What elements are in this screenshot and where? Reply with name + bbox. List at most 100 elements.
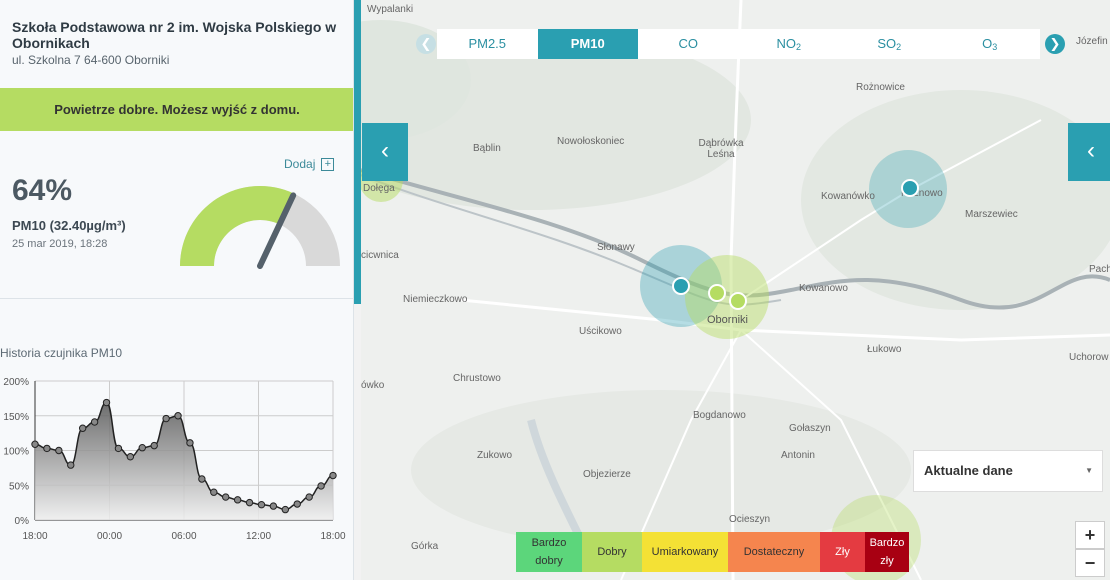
tab-label: SO bbox=[877, 36, 897, 51]
y-tick-label: 50% bbox=[9, 481, 29, 492]
divider bbox=[0, 298, 353, 299]
x-tick-label: 00:00 bbox=[97, 531, 122, 542]
add-label: Dodaj bbox=[284, 157, 316, 171]
pm10-value: PM10 (32.40µg/m³) bbox=[12, 218, 126, 233]
history-chart: 200% 150% 100% 50% 0% 18:00 00:00 06:00 12:00 18:… bbox=[3, 377, 346, 542]
history-point bbox=[78, 424, 87, 432]
history-point bbox=[233, 496, 242, 504]
add-button[interactable]: Dodaj + bbox=[284, 157, 335, 171]
history-point bbox=[305, 493, 313, 501]
tab-label: CO bbox=[678, 36, 699, 51]
history-point bbox=[245, 498, 254, 507]
map-label: Uścikowo bbox=[579, 326, 622, 337]
gauge-needle bbox=[257, 192, 297, 269]
history-point bbox=[293, 500, 301, 508]
map-label: Objezierze bbox=[583, 469, 631, 480]
map-label: Górka bbox=[411, 541, 439, 552]
map-label: Oborniki bbox=[707, 314, 748, 326]
air-quality-percent: 64% bbox=[12, 174, 73, 207]
map-label: Wypalanki bbox=[367, 4, 414, 15]
map-label: Łukowo bbox=[867, 344, 902, 355]
history-point bbox=[174, 412, 182, 420]
history-point bbox=[317, 482, 325, 490]
map[interactable]: Wypalanki Józefin Rożnowice Bąblin Nowołosko… bbox=[361, 0, 1110, 580]
y-tick-label: 150% bbox=[3, 412, 29, 423]
tab-pm10[interactable]: PM10 bbox=[537, 29, 638, 59]
x-tick-label: 18:00 bbox=[22, 531, 47, 542]
map-label: Rożnowo bbox=[901, 188, 943, 199]
x-tick-label: 18:00 bbox=[320, 531, 345, 542]
zoom-out-button[interactable]: − bbox=[1075, 549, 1105, 577]
sidebar-scrollbar[interactable] bbox=[354, 0, 361, 304]
map-label: Zukowo bbox=[477, 450, 513, 461]
map-label: Gołaszyn bbox=[789, 423, 831, 434]
reading-date: 25 mar 2019, 18:28 bbox=[12, 238, 108, 250]
chevron-right-icon: ❯ bbox=[1049, 36, 1061, 51]
air-quality-banner: Powietrze dobre. Możesz wyjść z domu. bbox=[0, 88, 353, 131]
zoom-in-button[interactable]: + bbox=[1075, 521, 1105, 549]
history-point bbox=[55, 446, 63, 455]
map-base bbox=[361, 0, 1110, 580]
map-label: Dąbrówka Leśna bbox=[698, 138, 744, 160]
map-label: Bąblin bbox=[473, 143, 501, 154]
pollutant-tabs: PM2.5 PM10 CO NO2 SO2 O3 bbox=[437, 29, 1040, 59]
map-label: Niemieczkowo bbox=[403, 294, 468, 305]
quality-legend: Bardzo dobry Dobry Umiarkowany Dostateczny Z… bbox=[516, 532, 909, 572]
map-label: Kowanówko bbox=[821, 191, 875, 202]
tab-o3[interactable]: O3 bbox=[940, 29, 1041, 59]
tab-subscript: 3 bbox=[992, 42, 998, 52]
chevron-left-icon: ‹ bbox=[1087, 137, 1095, 164]
tabs-next-button[interactable]: ❯ bbox=[1045, 34, 1065, 54]
x-tick-label: 12:00 bbox=[246, 531, 271, 542]
legend-item: Bardzo dobry bbox=[516, 532, 582, 572]
data-range-select[interactable]: Aktualne dane ▼ bbox=[913, 450, 1103, 492]
collapse-sidebar-button[interactable]: ‹ bbox=[362, 123, 408, 181]
map-label: Antonin bbox=[781, 450, 815, 461]
history-point bbox=[150, 441, 158, 450]
map-label: Józefin bbox=[1076, 36, 1108, 47]
history-point bbox=[114, 444, 123, 453]
legend-item: Dostateczny bbox=[728, 532, 820, 572]
map-label: Bogdanowo bbox=[693, 410, 746, 421]
history-point bbox=[269, 502, 278, 510]
history-point bbox=[31, 440, 39, 448]
quality-gauge bbox=[180, 185, 340, 269]
tab-so2[interactable]: SO2 bbox=[839, 29, 940, 59]
tab-label: PM10 bbox=[570, 36, 605, 51]
data-range-value: Aktualne dane bbox=[924, 463, 1013, 478]
tab-label: PM2.5 bbox=[468, 36, 507, 51]
history-point bbox=[138, 444, 146, 452]
tabs-prev-button[interactable]: ❮ bbox=[416, 34, 436, 54]
history-point bbox=[162, 414, 170, 423]
tab-pm25[interactable]: PM2.5 bbox=[437, 29, 538, 59]
tab-subscript: 2 bbox=[896, 42, 902, 52]
tab-no2[interactable]: NO2 bbox=[739, 29, 840, 59]
map-label: Pach bbox=[1089, 264, 1110, 275]
history-title: Historia czujnika PM10 bbox=[0, 346, 123, 360]
history-point bbox=[126, 453, 135, 461]
open-right-panel-button[interactable]: ‹ bbox=[1068, 123, 1110, 181]
station-address: ul. Szkolna 7 64-600 Oborniki bbox=[12, 53, 170, 67]
history-point bbox=[329, 471, 337, 480]
map-label: cicwnica bbox=[361, 250, 399, 261]
history-point bbox=[257, 501, 266, 509]
chevron-left-icon: ❮ bbox=[420, 36, 432, 51]
history-point bbox=[90, 418, 99, 426]
history-area bbox=[35, 402, 333, 520]
map-label: Uchorow bbox=[1069, 352, 1109, 363]
legend-item: Bardzo zły bbox=[865, 532, 909, 572]
gauge-fill bbox=[180, 185, 295, 266]
map-label: Dołęga bbox=[363, 183, 395, 194]
tab-co[interactable]: CO bbox=[638, 29, 739, 59]
map-label: Nowołoskoniec bbox=[557, 136, 625, 147]
history-point bbox=[102, 398, 111, 407]
tab-subscript: 2 bbox=[795, 42, 801, 52]
map-label: Ocieszyn bbox=[729, 514, 771, 525]
history-point bbox=[186, 439, 194, 447]
station-name: Szkoła Podstawowa nr 2 im. Wojska Polski… bbox=[12, 19, 337, 51]
map-label: Marszewiec bbox=[965, 209, 1018, 220]
x-tick-label: 06:00 bbox=[171, 531, 196, 542]
history-point bbox=[198, 475, 206, 483]
tab-label: NO bbox=[776, 36, 796, 51]
chevron-left-icon: ‹ bbox=[381, 137, 389, 164]
